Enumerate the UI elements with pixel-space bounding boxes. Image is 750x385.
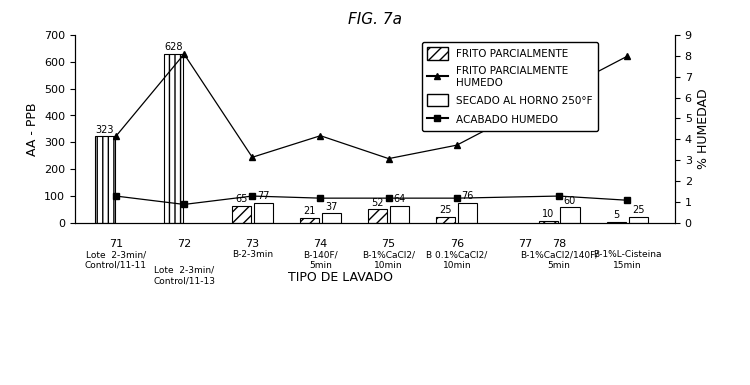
Text: B-1%CaCl2/
10min: B-1%CaCl2/ 10min: [362, 250, 416, 270]
Text: Lote  2-3min/
Control/11-13: Lote 2-3min/ Control/11-13: [153, 266, 215, 285]
Bar: [254, 203, 273, 223]
Text: TIPO DE LAVADO: TIPO DE LAVADO: [289, 271, 394, 285]
Text: 10: 10: [542, 209, 554, 219]
Bar: [368, 209, 387, 223]
Text: 25: 25: [632, 205, 644, 215]
Text: 21: 21: [303, 206, 316, 216]
Text: 37: 37: [326, 202, 338, 212]
Text: 64: 64: [394, 194, 406, 204]
Text: 77: 77: [257, 191, 269, 201]
Bar: [458, 203, 477, 223]
Bar: [560, 207, 580, 223]
Bar: [538, 221, 558, 223]
Text: 52: 52: [371, 198, 384, 208]
Text: B-1%L-Cisteina
15min: B-1%L-Cisteina 15min: [593, 250, 662, 270]
Text: 65: 65: [236, 194, 248, 204]
Text: 76: 76: [461, 191, 474, 201]
Text: 71: 71: [109, 239, 123, 249]
Bar: [322, 213, 341, 223]
Text: Lote  2-3min/
Control/11-11: Lote 2-3min/ Control/11-11: [85, 250, 147, 270]
Bar: [95, 136, 115, 223]
Text: 77: 77: [518, 239, 532, 249]
Text: 73: 73: [245, 239, 260, 249]
Bar: [628, 216, 648, 223]
Bar: [300, 218, 319, 223]
Text: B 0.1%CaCl2/
10min: B 0.1%CaCl2/ 10min: [426, 250, 488, 270]
Text: 60: 60: [564, 196, 576, 206]
Text: 72: 72: [177, 239, 191, 249]
Bar: [607, 222, 626, 223]
Text: B-1%CaCl2/140F/
5min: B-1%CaCl2/140F/ 5min: [520, 250, 599, 270]
Text: 75: 75: [382, 239, 396, 249]
Legend: FRITO PARCIALMENTE, FRITO PARCIALMENTE
HUMEDO, SECADO AL HORNO 250°F, ACABADO HU: FRITO PARCIALMENTE, FRITO PARCIALMENTE H…: [422, 42, 598, 131]
Bar: [436, 216, 455, 223]
Y-axis label: AA - PPB: AA - PPB: [26, 102, 38, 156]
Bar: [390, 206, 409, 223]
Text: FIG. 7a: FIG. 7a: [348, 12, 402, 27]
Text: B-140F/
5min: B-140F/ 5min: [303, 250, 338, 270]
Text: 25: 25: [440, 205, 452, 215]
Text: 323: 323: [96, 125, 114, 135]
Text: 74: 74: [314, 239, 328, 249]
Text: 5: 5: [614, 210, 620, 220]
Y-axis label: % HUMEDAD: % HUMEDAD: [698, 89, 710, 169]
Text: 76: 76: [450, 239, 464, 249]
Bar: [232, 206, 251, 223]
Bar: [164, 54, 183, 223]
Text: 628: 628: [164, 42, 182, 52]
Text: 78: 78: [552, 239, 566, 249]
Text: B-2-3min: B-2-3min: [232, 250, 273, 259]
